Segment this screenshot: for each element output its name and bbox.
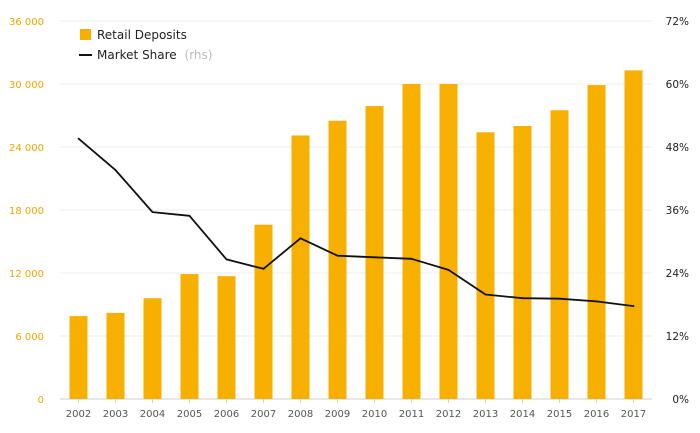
- right-axis-tick-label: 36%: [666, 205, 689, 217]
- left-axis-tick-label: 24 000: [9, 143, 44, 154]
- bar-retail-deposits-2016: [587, 85, 606, 400]
- legend: Retail Deposits Market Share (rhs): [79, 28, 212, 62]
- point-market-share-2004: [151, 211, 154, 214]
- bar-retail-deposits-2013: [476, 132, 495, 400]
- x-axis-tick-label: 2004: [140, 409, 165, 420]
- x-axis-tick-label: 2011: [399, 409, 424, 420]
- legend-label-market-share-suffix: (rhs): [185, 48, 213, 62]
- x-axis-tick-label: 2016: [584, 409, 609, 420]
- x-axis-tick-label: 2002: [66, 409, 91, 420]
- left-axis-tick-label: 0: [38, 395, 44, 406]
- x-axis-tick-label: 2008: [288, 409, 313, 420]
- right-axis-tick-label: 24%: [666, 268, 689, 280]
- point-market-share-2006: [225, 258, 228, 261]
- line-series-market-share: [77, 137, 635, 307]
- point-market-share-2011: [410, 257, 413, 260]
- point-market-share-2017: [632, 305, 635, 307]
- x-axis-tick-label: 2014: [510, 409, 535, 420]
- point-market-share-2008: [299, 237, 302, 240]
- bar-series-retail-deposits: [69, 70, 643, 400]
- bar-retail-deposits-2011: [402, 84, 421, 399]
- bar-retail-deposits-2005: [180, 274, 199, 399]
- point-market-share-2014: [521, 297, 524, 300]
- x-axis-tick-label: 2015: [547, 409, 572, 420]
- point-market-share-2010: [373, 256, 376, 259]
- left-axis-tick-label: 30 000: [9, 80, 44, 91]
- left-axis-tick-label: 6 000: [15, 332, 44, 343]
- left-axis-tick-label: 18 000: [9, 206, 44, 217]
- x-axis-tick-label: 2013: [473, 409, 498, 420]
- x-axis-tick-label: 2012: [436, 409, 461, 420]
- point-market-share-2015: [558, 297, 561, 300]
- x-axis-tick-label: 2007: [251, 409, 276, 420]
- x-axis-tick-label: 2006: [214, 409, 239, 420]
- bar-retail-deposits-2004: [143, 298, 162, 399]
- right-axis-tick-label: 0%: [672, 394, 689, 406]
- bar-retail-deposits-2012: [439, 84, 458, 399]
- x-axis-tick-label: 2003: [103, 409, 128, 420]
- point-market-share-2002: [77, 137, 80, 140]
- legend-label-market-share: Market Share (rhs): [97, 48, 212, 62]
- x-axis-tick-label: 2005: [177, 409, 202, 420]
- bar-retail-deposits-2015: [550, 110, 569, 399]
- right-axis-tick-label: 48%: [666, 142, 689, 154]
- legend-label-retail-deposits: Retail Deposits: [97, 28, 187, 42]
- point-market-share-2005: [188, 214, 191, 217]
- bar-retail-deposits-2002: [69, 316, 88, 399]
- left-axis-tick-label: 36 000: [9, 17, 44, 28]
- x-axis-tick-label: 2010: [362, 409, 387, 420]
- right-axis-tick-label: 60%: [666, 79, 689, 91]
- bar-retail-deposits-2010: [365, 106, 384, 400]
- point-market-share-2012: [447, 268, 450, 271]
- x-axis-tick-label: 2009: [325, 409, 350, 420]
- point-market-share-2013: [484, 293, 487, 296]
- bar-retail-deposits-2003: [106, 312, 125, 399]
- point-market-share-2007: [262, 267, 265, 270]
- right-axis-tick-label: 72%: [666, 16, 689, 28]
- right-axis-tick-label: 12%: [666, 331, 689, 343]
- bar-retail-deposits-2007: [254, 224, 273, 399]
- legend-swatch-retail-deposits: [80, 29, 91, 40]
- bar-retail-deposits-2006: [217, 276, 236, 399]
- point-market-share-2003: [114, 169, 117, 172]
- left-axis-tick-label: 12 000: [9, 269, 44, 280]
- bar-retail-deposits-2008: [291, 135, 310, 399]
- bar-retail-deposits-2017: [624, 70, 643, 399]
- line-market-share: [77, 137, 634, 307]
- axes: 0 6 000 12 000 18 000 24 000 30 000 36 000 0% 12…: [9, 16, 689, 420]
- point-market-share-2016: [595, 300, 598, 303]
- x-axis-tick-label: 2017: [621, 409, 646, 420]
- point-market-share-2009: [336, 254, 339, 257]
- bar-retail-deposits-2014: [513, 126, 532, 399]
- bar-retail-deposits-2009: [328, 120, 347, 399]
- legend-label-market-share-text: Market Share: [97, 48, 177, 62]
